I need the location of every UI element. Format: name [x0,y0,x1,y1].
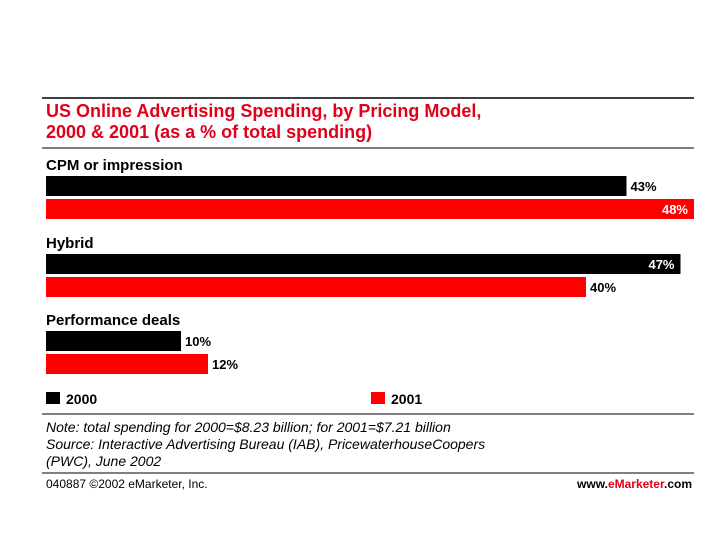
footer-copyright: 040887 ©2002 eMarketer, Inc. [46,477,208,491]
footer-site-brand: eMarketer [608,477,665,491]
bar-value-label: 48% [662,202,688,217]
bars-group: CPM or impression 43% 48% Hybrid 47% 40% Perfo… [46,157,694,374]
bar-2001 [46,354,208,374]
legend-label-2000: 2000 [66,391,97,407]
legend-swatch-2000 [46,392,60,404]
bar-2001 [46,277,586,297]
chart-title-line-1: US Online Advertising Spending, by Prici… [46,101,481,121]
legend-label-2001: 2001 [391,391,422,407]
category-label: Hybrid [46,235,94,252]
bar-2000 [46,254,681,274]
category-label: Performance deals [46,312,180,329]
note-line-3: (PWC), June 2002 [46,453,161,469]
legend-swatch-2001 [371,392,385,404]
bar-value-label: 12% [212,357,238,372]
footer-site-suffix: .com [664,477,692,491]
bar-value-label: 40% [590,280,616,295]
note-line-2: Source: Interactive Advertising Bureau (… [46,436,485,452]
bar-2000 [46,176,627,196]
bar-value-label: 47% [648,257,674,272]
note-line-1: Note: total spending for 2000=$8.23 bill… [46,419,451,435]
bar-value-label: 10% [185,334,211,349]
footer-site[interactable]: www.eMarketer.com [576,477,692,491]
category-label: CPM or impression [46,157,183,174]
bar-2000 [46,331,181,351]
chart-title-line-2: 2000 & 2001 (as a % of total spending) [46,122,372,142]
bar-value-label: 43% [631,179,657,194]
bar-2001 [46,199,694,219]
footer-site-prefix: www. [576,477,608,491]
